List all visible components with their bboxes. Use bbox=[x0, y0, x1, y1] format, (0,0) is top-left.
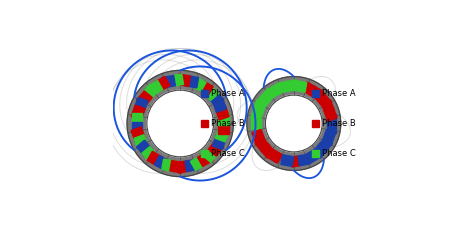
Bar bbox=[170, 161, 183, 173]
Text: Phase C: Phase C bbox=[211, 149, 245, 158]
Bar bbox=[327, 122, 337, 133]
Bar bbox=[185, 159, 199, 172]
Bar bbox=[208, 140, 224, 156]
Bar bbox=[318, 137, 333, 152]
Circle shape bbox=[265, 95, 322, 152]
Bar bbox=[305, 149, 320, 163]
Bar bbox=[191, 155, 206, 171]
Bar bbox=[185, 75, 199, 88]
Bar bbox=[203, 146, 219, 163]
Bar bbox=[155, 76, 170, 92]
Text: Phase B: Phase B bbox=[211, 119, 245, 128]
Bar bbox=[162, 159, 175, 172]
Bar bbox=[177, 74, 191, 86]
Bar bbox=[327, 114, 337, 125]
Circle shape bbox=[127, 70, 233, 177]
Bar bbox=[137, 140, 152, 156]
Bar bbox=[177, 161, 191, 173]
Bar bbox=[215, 127, 229, 142]
Bar bbox=[290, 155, 303, 167]
Bar bbox=[255, 95, 270, 110]
Bar bbox=[132, 122, 142, 134]
Bar bbox=[251, 118, 261, 129]
Bar bbox=[260, 143, 275, 158]
Bar bbox=[294, 81, 307, 92]
Bar bbox=[142, 84, 158, 101]
Text: Phase A: Phase A bbox=[211, 89, 245, 98]
Bar bbox=[147, 151, 163, 166]
Bar bbox=[253, 100, 266, 114]
Bar bbox=[212, 135, 227, 150]
Bar bbox=[313, 143, 328, 158]
Bar bbox=[198, 151, 213, 166]
Bar bbox=[312, 120, 319, 127]
Bar bbox=[315, 92, 330, 107]
Bar bbox=[323, 129, 336, 143]
Bar bbox=[132, 113, 142, 125]
Bar bbox=[268, 149, 283, 163]
Bar bbox=[147, 81, 163, 96]
Bar bbox=[201, 90, 208, 97]
Bar bbox=[251, 107, 264, 121]
Circle shape bbox=[147, 90, 213, 157]
Bar bbox=[218, 122, 228, 134]
Bar bbox=[155, 155, 170, 171]
Bar bbox=[131, 105, 145, 120]
Bar bbox=[134, 97, 148, 112]
Bar bbox=[198, 81, 213, 96]
Bar bbox=[298, 154, 310, 166]
Text: Phase A: Phase A bbox=[322, 89, 356, 98]
Bar bbox=[312, 90, 319, 97]
Bar bbox=[312, 150, 319, 157]
Bar bbox=[142, 146, 158, 163]
Bar bbox=[201, 150, 208, 157]
Bar bbox=[321, 100, 335, 114]
Bar bbox=[255, 137, 270, 152]
Bar bbox=[324, 107, 337, 121]
Bar bbox=[208, 91, 224, 107]
Bar bbox=[309, 86, 323, 100]
Bar bbox=[201, 120, 208, 127]
Bar bbox=[302, 82, 317, 96]
Bar bbox=[218, 113, 228, 125]
Bar bbox=[285, 80, 298, 92]
Bar bbox=[162, 75, 175, 88]
Bar bbox=[212, 97, 227, 112]
Bar bbox=[170, 74, 183, 86]
Bar bbox=[131, 127, 145, 142]
Bar bbox=[268, 84, 283, 98]
Text: Phase B: Phase B bbox=[322, 119, 356, 128]
Bar bbox=[137, 91, 152, 107]
Bar bbox=[260, 89, 275, 104]
Circle shape bbox=[247, 77, 341, 170]
Text: Phase C: Phase C bbox=[322, 149, 356, 158]
Bar bbox=[277, 81, 290, 93]
Bar bbox=[203, 84, 219, 101]
Bar bbox=[252, 129, 265, 143]
Bar bbox=[134, 135, 148, 150]
Bar bbox=[281, 155, 294, 166]
Bar bbox=[191, 76, 206, 92]
Bar bbox=[215, 105, 229, 120]
